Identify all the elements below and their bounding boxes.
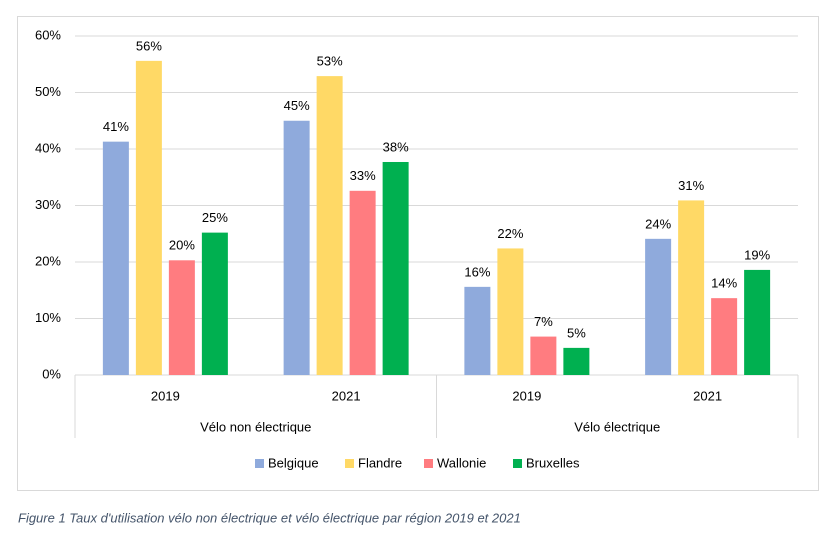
y-tick-label: 40% (35, 140, 61, 155)
legend-label: Flandre (358, 455, 402, 470)
data-label: 5% (567, 325, 586, 340)
data-label: 33% (350, 168, 376, 183)
data-label: 41% (103, 119, 129, 134)
legend-label: Wallonie (437, 455, 486, 470)
data-label: 22% (497, 226, 523, 241)
bar (382, 161, 409, 375)
bar (135, 60, 162, 376)
bar (744, 269, 771, 375)
caption: Figure 1 Taux d'utilisation vélo non éle… (18, 510, 521, 525)
bar (711, 298, 738, 375)
legend-swatch (513, 459, 522, 468)
bar (645, 238, 672, 375)
bar (497, 248, 524, 375)
bar (168, 260, 195, 375)
bar (530, 336, 557, 375)
data-label: 14% (711, 276, 737, 291)
legend-swatch (345, 459, 354, 468)
bar (464, 286, 491, 375)
group-label: Vélo électrique (574, 419, 660, 434)
y-tick-label: 60% (35, 27, 61, 42)
group-label: Vélo non électrique (200, 419, 311, 434)
bar (283, 120, 310, 375)
bar (349, 190, 376, 375)
data-label: 19% (744, 247, 770, 262)
data-label: 25% (202, 210, 228, 225)
x-tick-label: 2021 (693, 388, 722, 403)
bar (316, 76, 343, 376)
data-label: 24% (645, 216, 671, 231)
legend-swatch (255, 459, 264, 468)
bar (201, 232, 228, 375)
data-label: 56% (136, 38, 162, 53)
data-label: 53% (317, 54, 343, 69)
data-label: 7% (534, 314, 553, 329)
legend-label: Belgique (268, 455, 319, 470)
y-tick-label: 10% (35, 310, 61, 325)
y-tick-label: 0% (42, 366, 61, 381)
data-label: 20% (169, 238, 195, 253)
y-tick-label: 20% (35, 253, 61, 268)
bar (563, 347, 590, 375)
y-tick-label: 50% (35, 84, 61, 99)
legend-label: Bruxelles (526, 455, 580, 470)
x-tick-label: 2019 (512, 388, 541, 403)
x-tick-label: 2019 (151, 388, 180, 403)
bar (102, 141, 129, 375)
data-label: 38% (383, 139, 409, 154)
y-tick-label: 30% (35, 197, 61, 212)
data-label: 45% (284, 98, 310, 113)
legend-swatch (424, 459, 433, 468)
data-label: 16% (464, 264, 490, 279)
bar (678, 200, 705, 375)
x-tick-label: 2021 (332, 388, 361, 403)
data-label: 31% (678, 178, 704, 193)
